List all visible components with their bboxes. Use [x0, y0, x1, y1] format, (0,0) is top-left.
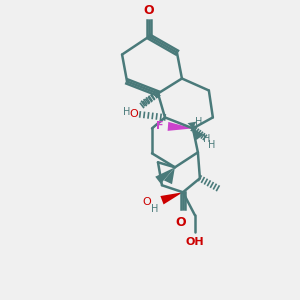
Text: O: O [176, 216, 186, 229]
Polygon shape [164, 167, 175, 184]
Text: F: F [157, 122, 164, 131]
Text: H: H [203, 134, 210, 144]
Text: H: H [123, 107, 130, 117]
Polygon shape [160, 192, 183, 204]
Text: O: O [142, 197, 151, 207]
Text: O: O [144, 4, 154, 16]
Text: H: H [151, 204, 158, 214]
Polygon shape [168, 122, 193, 131]
Polygon shape [193, 128, 203, 140]
Text: H: H [208, 140, 215, 150]
Text: H: H [195, 117, 202, 128]
Text: OH: OH [186, 237, 204, 247]
Polygon shape [188, 122, 196, 128]
Polygon shape [155, 167, 175, 184]
Text: O: O [129, 110, 138, 119]
